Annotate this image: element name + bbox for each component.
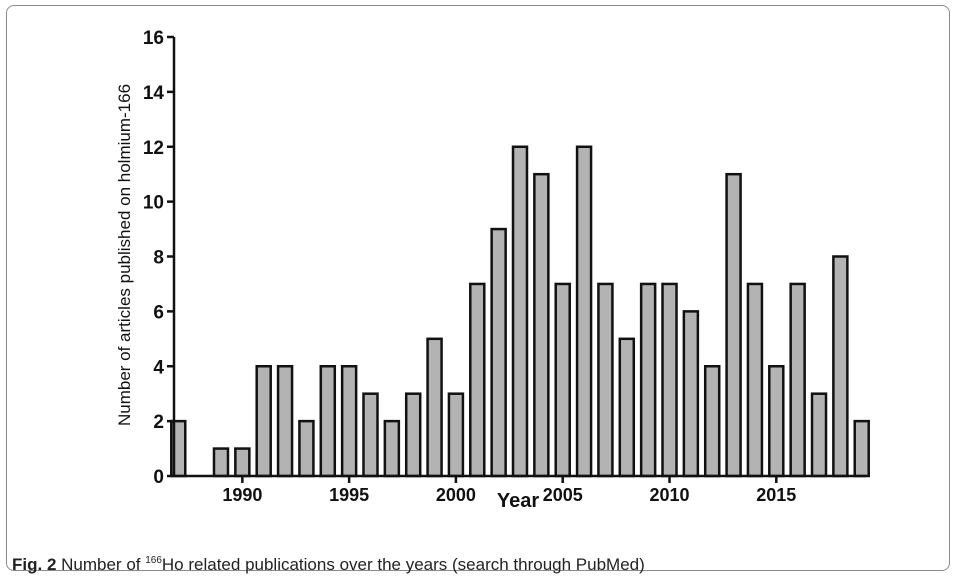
y-tick-label: 2 xyxy=(153,412,164,433)
bar-2018 xyxy=(832,255,849,478)
y-tick-label: 16 xyxy=(143,28,164,49)
x-tick-label: 2010 xyxy=(649,485,689,505)
bar-chart: 0 2 4 6 8 10 12 14 16 1990 1995 2000 2005 2010 2015 Y… xyxy=(115,28,870,512)
figure-number: Fig. 2 xyxy=(12,555,57,574)
bar-2006 xyxy=(575,145,593,478)
y-tick-label: 4 xyxy=(153,357,164,378)
figure-frame xyxy=(6,5,950,571)
bar-2000 xyxy=(447,392,465,478)
y-axis: 0 2 4 6 8 10 12 14 16 xyxy=(143,28,176,488)
bar-1994 xyxy=(319,365,337,478)
bar-2007 xyxy=(597,282,614,478)
bar-2012 xyxy=(703,365,721,478)
bar-1997 xyxy=(383,419,401,478)
bar-2016 xyxy=(789,282,806,478)
bar-1996 xyxy=(362,392,379,478)
caption-text-after: Ho related publications over the years (… xyxy=(161,555,645,574)
bar-1995 xyxy=(340,365,358,478)
y-tick-label: 0 xyxy=(153,467,164,488)
x-tick-label: 1990 xyxy=(222,485,262,505)
bar-2013 xyxy=(725,172,742,478)
bar-1999 xyxy=(426,337,443,478)
bar-2005 xyxy=(554,282,571,478)
y-axis-label: Number of articles published on holmium-… xyxy=(115,84,134,426)
bar-2019 xyxy=(853,419,870,478)
y-tick-label: 6 xyxy=(153,302,164,323)
bar-2015 xyxy=(768,365,785,478)
x-tick-label: 1995 xyxy=(329,485,369,505)
bar-1993 xyxy=(298,419,315,478)
x-tick-label: 2000 xyxy=(436,485,476,505)
bar-2017 xyxy=(810,392,828,478)
caption-text-before: Number of xyxy=(56,555,146,574)
x-axis: 1990 1995 2000 2005 2010 2015 xyxy=(174,474,866,505)
y-tick-label: 12 xyxy=(143,138,164,159)
bar-2002 xyxy=(490,227,507,478)
y-tick-label: 8 xyxy=(153,248,164,269)
bar-1992 xyxy=(276,365,294,478)
bar-2008 xyxy=(618,337,636,478)
bar-1990 xyxy=(234,447,251,478)
bar-1991 xyxy=(255,365,272,478)
bar-2011 xyxy=(682,310,700,478)
bar-2003 xyxy=(511,145,529,478)
x-tick-label: 2015 xyxy=(756,485,796,505)
y-tick-label: 10 xyxy=(143,193,164,214)
bar-2014 xyxy=(746,282,764,478)
caption-superscript: 166 xyxy=(145,555,162,566)
bars-group xyxy=(170,145,870,478)
figure-caption: Fig. 2 Number of 166Ho related publicati… xyxy=(12,555,645,575)
bar-2004 xyxy=(533,172,550,478)
bar-1998 xyxy=(404,392,422,478)
bar-2009 xyxy=(639,282,657,478)
bar-1989 xyxy=(212,447,230,478)
bar-2001 xyxy=(469,282,486,478)
x-tick-label: 2005 xyxy=(543,485,583,505)
bar-2010 xyxy=(661,282,678,478)
x-axis-label: Year xyxy=(497,490,539,512)
y-tick-label: 14 xyxy=(143,83,165,104)
